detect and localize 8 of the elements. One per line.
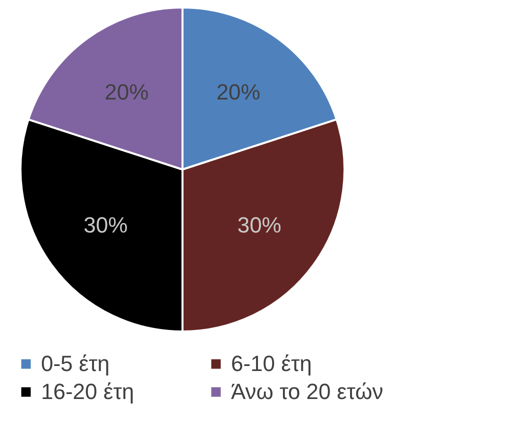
data-label: 20% <box>216 80 260 105</box>
legend-label: 16-20 έτη <box>41 379 134 404</box>
data-label: 30% <box>237 212 282 238</box>
legend-label: Άνω το 20 ετών <box>231 379 384 404</box>
data-label: 20% <box>104 80 149 105</box>
legend-label: 0-5 έτη <box>41 351 110 376</box>
legend-label: 6-10 έτη <box>231 351 312 376</box>
data-label: 30% <box>84 212 128 238</box>
